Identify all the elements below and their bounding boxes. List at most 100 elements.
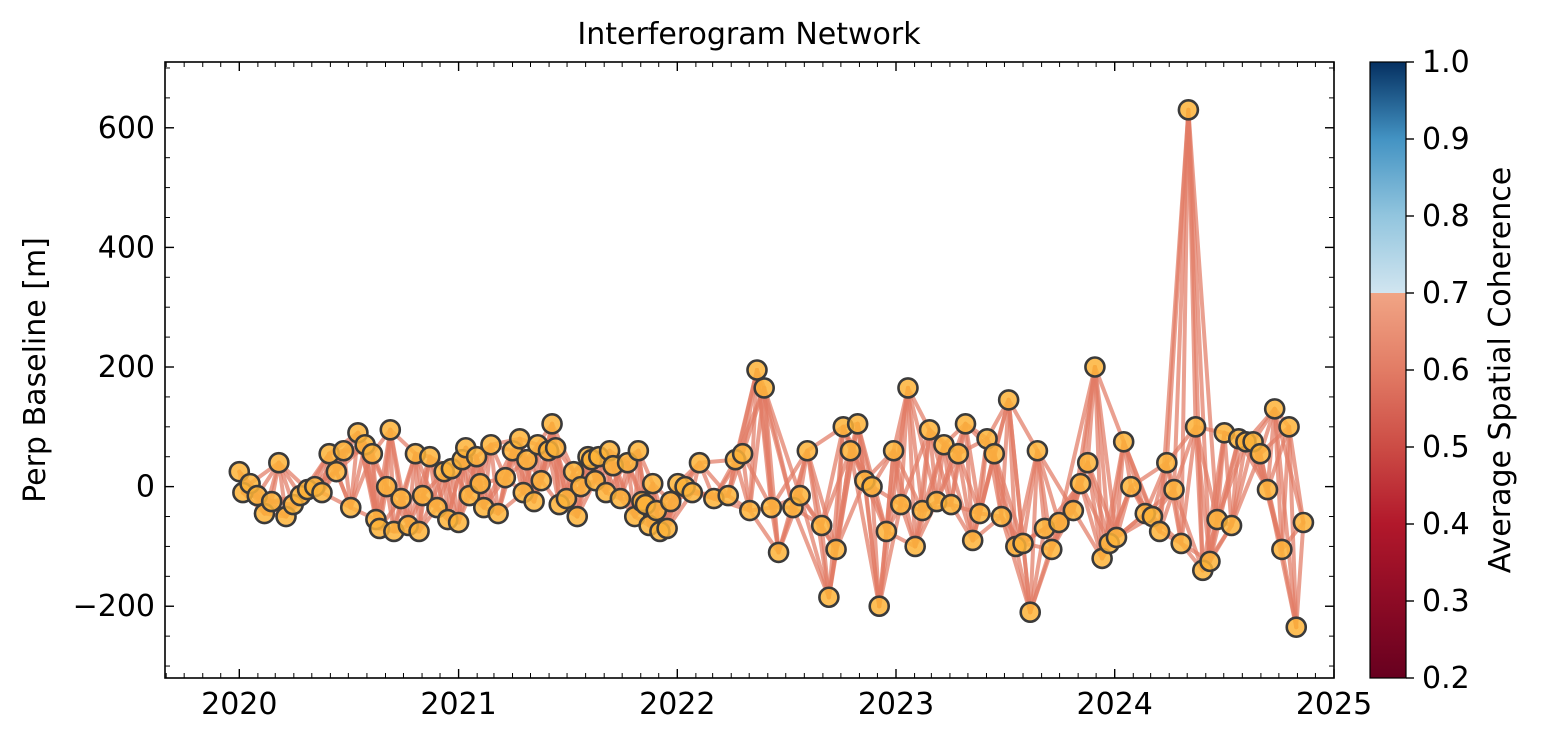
acquisition-point — [1112, 430, 1135, 453]
colorbar-tick-label: 0.6 — [1422, 353, 1470, 388]
y-tick-label: 0 — [136, 470, 155, 505]
interferogram-edge — [1114, 439, 1126, 540]
colorbar-tick-label: 1.0 — [1422, 45, 1470, 80]
acquisition-point — [659, 490, 682, 513]
colorbar-label: Average Spatial Coherence — [1483, 167, 1518, 573]
acquisition-point — [1249, 442, 1272, 465]
acquisition-point — [1062, 499, 1085, 522]
colorbar-tick-label: 0.9 — [1422, 122, 1470, 157]
acquisition-point — [868, 595, 891, 618]
acquisition-point — [688, 451, 711, 474]
interferogram-edge — [1186, 107, 1220, 522]
acquisition-point — [839, 439, 862, 462]
acquisition-point — [1069, 472, 1092, 495]
interferogram-edge — [1035, 448, 1061, 525]
interferogram-edge — [1222, 430, 1234, 528]
interferogram-edge — [1092, 365, 1126, 444]
interferogram-edge — [819, 424, 846, 528]
interferogram-edge — [898, 385, 910, 507]
y-tick-label: 600 — [98, 111, 155, 146]
acquisition-point — [954, 413, 977, 435]
x-tick-label: 2020 — [201, 687, 277, 722]
acquisition-point — [861, 475, 883, 498]
colorbar-tick-label: 0.5 — [1422, 430, 1470, 465]
interferogram-edge — [1179, 424, 1198, 546]
y-axis-label: Perp Baseline [m] — [18, 237, 53, 503]
acquisition-point — [717, 484, 740, 507]
acquisition-point — [609, 487, 632, 510]
acquisition-point — [325, 460, 348, 483]
acquisition-point — [419, 445, 441, 468]
colorbar-tick-label: 0.3 — [1422, 584, 1470, 619]
acquisition-point — [1084, 356, 1106, 378]
acquisition-point — [375, 475, 398, 498]
interferogram-edge — [941, 442, 975, 543]
acquisition-point — [1012, 532, 1034, 555]
acquisition-point — [268, 451, 290, 474]
acquisition-point — [889, 493, 912, 516]
acquisition-point — [641, 472, 664, 495]
acquisition-point — [997, 389, 1020, 411]
colorbar-tick-label: 0.7 — [1422, 276, 1470, 311]
acquisition-markers — [228, 99, 1315, 638]
acquisition-point — [541, 413, 563, 435]
acquisition-point — [947, 442, 970, 465]
acquisition-point — [465, 445, 488, 468]
acquisition-point — [523, 490, 545, 513]
colorbar — [1369, 61, 1407, 679]
acquisition-point — [1263, 398, 1286, 420]
interferogram-edge — [1294, 520, 1306, 630]
acquisition-point — [339, 496, 362, 519]
acquisition-point — [897, 377, 919, 399]
interferogram-edge — [1287, 424, 1299, 630]
acquisition-point — [544, 436, 567, 459]
acquisition-point — [940, 493, 962, 516]
x-tick-label: 2021 — [420, 687, 496, 722]
x-tick-label: 2022 — [639, 687, 715, 722]
acquisition-point — [961, 529, 984, 552]
acquisition-point — [494, 466, 517, 489]
acquisition-point — [379, 419, 402, 441]
acquisition-point — [810, 514, 833, 537]
acquisition-point — [990, 505, 1013, 528]
acquisition-point — [796, 439, 819, 462]
acquisition-point — [789, 484, 811, 507]
acquisition-point — [508, 427, 531, 450]
acquisition-point — [332, 439, 355, 462]
interferogram-edge — [1056, 365, 1097, 525]
x-tick-label: 2024 — [1077, 687, 1153, 722]
interferogram-edge — [870, 484, 882, 609]
interferogram-edge — [798, 493, 831, 600]
acquisition-point — [1048, 511, 1070, 534]
acquisition-point — [260, 490, 283, 513]
acquisition-point — [983, 442, 1006, 465]
acquisition-point — [1019, 601, 1042, 624]
interferogram-edge — [920, 427, 932, 513]
acquisition-point — [447, 511, 470, 534]
x-tick-label: 2023 — [858, 687, 934, 722]
acquisition-point — [1170, 532, 1193, 555]
acquisition-point — [1292, 511, 1315, 534]
acquisition-point — [918, 419, 941, 441]
interferogram-edge — [769, 448, 810, 510]
colorbar-tick-label: 0.4 — [1422, 507, 1470, 542]
acquisition-point — [1026, 439, 1049, 462]
acquisition-point — [731, 442, 754, 465]
acquisition-point — [480, 433, 502, 456]
acquisition-point — [1120, 475, 1142, 498]
acquisition-point — [1256, 478, 1279, 501]
colorbar-tick-label: 0.8 — [1422, 199, 1470, 234]
acquisition-point — [753, 377, 775, 399]
acquisition-point — [656, 517, 678, 540]
interferogram-edge — [1028, 448, 1040, 615]
y-tick-label: −200 — [73, 589, 155, 624]
acquisition-point — [390, 487, 412, 510]
acquisition-point — [516, 448, 538, 471]
acquisition-point — [1148, 520, 1171, 543]
x-tick-label: 2025 — [1296, 687, 1372, 722]
acquisition-point — [1271, 538, 1293, 561]
acquisition-point — [904, 535, 926, 558]
interferogram-edge — [1215, 430, 1227, 522]
interferogram-edge — [927, 427, 939, 504]
